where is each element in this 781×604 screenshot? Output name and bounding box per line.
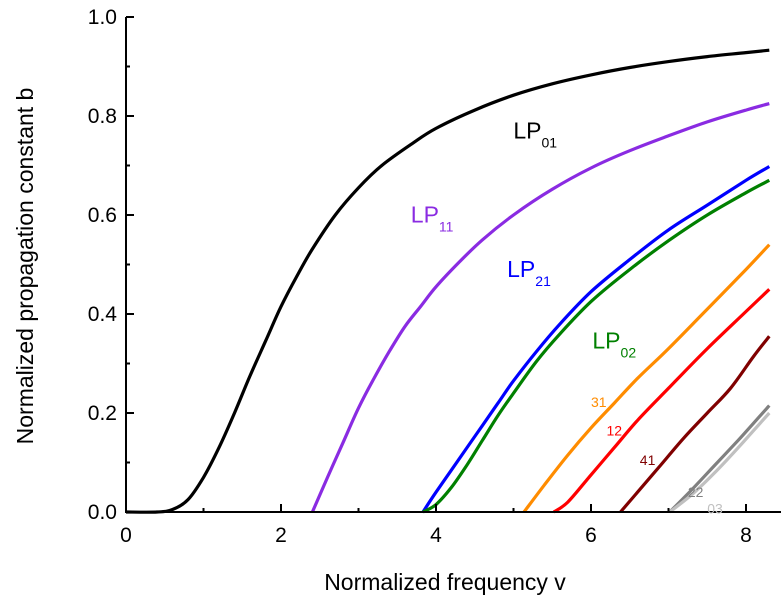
curve-label-subscript: 11 — [439, 218, 454, 234]
curve-label-main: 31 — [591, 394, 607, 410]
x-tick-label: 8 — [740, 524, 752, 547]
x-tick-label: 2 — [275, 524, 287, 547]
curve-label-main: LP — [513, 117, 541, 143]
curve-label-subscript: 01 — [541, 134, 557, 150]
series-line-lp41 — [619, 335, 771, 514]
curve-label-main: LP — [592, 328, 620, 354]
curve-label-lp22: 22 — [688, 484, 704, 500]
series-line-lp22 — [668, 404, 771, 514]
curve-label-subscript: 02 — [621, 345, 637, 361]
curve-label-lp11: LP11 — [411, 201, 454, 234]
y-tick-label: 0.0 — [88, 501, 117, 524]
axes-group: 0.00.20.40.60.81.00 2 4 6 8 — [88, 6, 781, 547]
series-line-lp11 — [310, 102, 770, 513]
y-axis-title: Normalized propagation constant b — [12, 88, 38, 445]
curve-label-main: LP — [507, 256, 535, 282]
curve-label-lp31: 31 — [591, 394, 607, 410]
curve-label-main: LP — [411, 201, 439, 227]
curve-label-lp21: LP21 — [507, 256, 551, 289]
y-tick-label: 0.4 — [88, 303, 118, 326]
y-tick-label: 0.2 — [88, 402, 117, 425]
curve-label-main: 41 — [640, 452, 656, 468]
x-tick-label: 0 — [120, 524, 132, 547]
series-line-lp03 — [668, 411, 771, 514]
series-line-lp12 — [552, 288, 771, 514]
x-tick-label: 6 — [585, 524, 597, 547]
x-tick-label: 4 — [430, 524, 442, 547]
y-tick-label: 1.0 — [88, 6, 117, 29]
series-line-lp01 — [126, 48, 770, 514]
x-axis-title: Normalized frequency v — [324, 569, 566, 595]
curve-label-lp41: 41 — [640, 452, 656, 468]
curve-label-main: 22 — [688, 484, 704, 500]
curve-label-lp03: 03 — [707, 500, 723, 516]
series-line-lp02 — [422, 178, 771, 514]
curve-label-main: 12 — [606, 422, 622, 438]
curve-label-lp12: 12 — [606, 422, 622, 438]
series-line-lp21 — [421, 165, 771, 513]
curve-label-lp01: LP01 — [513, 117, 557, 150]
curve-label-lp02: LP02 — [592, 328, 636, 361]
y-tick-label: 0.8 — [88, 105, 117, 128]
curve-label-main: 03 — [707, 500, 723, 516]
curve-label-subscript: 21 — [535, 273, 551, 289]
curves-group — [126, 48, 771, 514]
series-line-lp31 — [522, 243, 771, 513]
y-tick-label: 0.6 — [88, 204, 117, 227]
